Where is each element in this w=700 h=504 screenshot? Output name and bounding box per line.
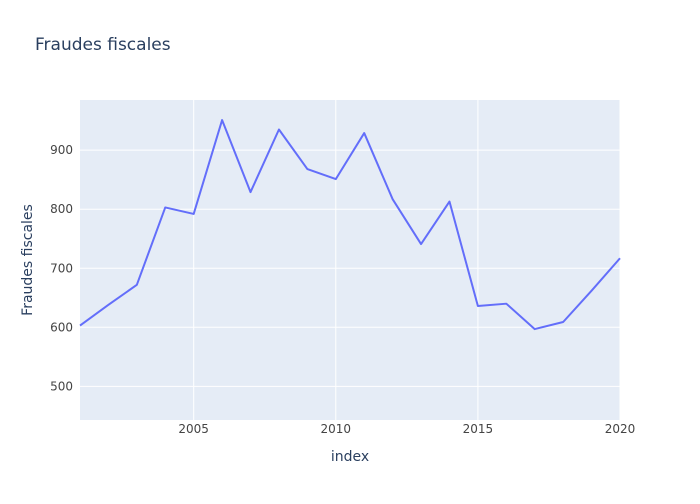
x-axis-label: index (331, 449, 369, 465)
x-tick-label: 2005 (178, 422, 209, 436)
x-tick-label: 2010 (321, 422, 352, 436)
chart-title: Fraudes fiscales (35, 35, 171, 55)
tick-labels: 500 600 700 800 900 2005 2010 2015 2020 (50, 143, 635, 436)
y-tick-label: 500 (50, 379, 73, 393)
x-tick-label: 2015 (463, 422, 494, 436)
series-line (79, 119, 621, 331)
x-tick-label: 2020 (605, 422, 636, 436)
plot-area (80, 100, 620, 420)
series-layer (79, 119, 621, 331)
y-tick-label: 700 (50, 261, 73, 275)
y-axis-label: Fraudes fiscales (20, 204, 36, 316)
y-tick-label: 900 (50, 143, 73, 157)
y-tick-label: 600 (50, 320, 73, 334)
y-tick-label: 800 (50, 202, 73, 216)
